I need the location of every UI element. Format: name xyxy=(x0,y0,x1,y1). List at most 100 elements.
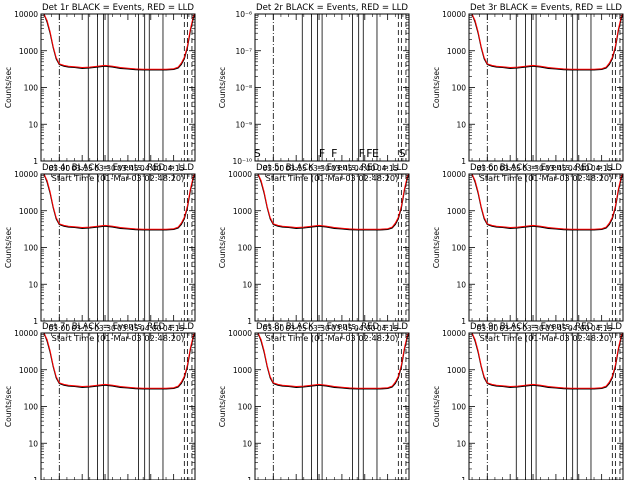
y-tick-label: 1 xyxy=(461,157,466,166)
plot-frame xyxy=(254,332,410,481)
annotation-lines xyxy=(58,333,193,480)
x-tick-label: 03:45 xyxy=(545,324,567,333)
x-axis-label: Start Time (01-Mar-03 02:48:20) xyxy=(266,333,399,343)
series-line-lld xyxy=(255,332,410,389)
y-axis: 1 10 100 1000 10000 xyxy=(14,170,195,326)
x-tick-label: 04:15 xyxy=(591,164,613,173)
x-tick-label: 03:00 xyxy=(476,164,498,173)
marker-letter: F xyxy=(366,147,372,160)
y-tick-label: 10⁻⁶ xyxy=(235,10,252,19)
chart-title: Det 7r BLACK = Events, RED = LLD xyxy=(42,322,194,332)
x-tick-label: 03:00 xyxy=(476,324,498,333)
y-tick-label: 10 xyxy=(242,439,252,448)
plot-frame xyxy=(254,173,410,322)
series-line-lld xyxy=(469,173,624,230)
y-tick-label: 10000 xyxy=(228,329,252,338)
y-tick-label: 100 xyxy=(24,403,39,412)
chart-title: Det 2r BLACK = Events, RED = LLD xyxy=(256,3,408,13)
annotation-lines xyxy=(272,333,407,480)
chart-panel-6: Det 6r BLACK = Events, RED = LLD 1 10 100 10… xyxy=(432,163,624,343)
y-tick-label: 100 xyxy=(452,244,467,253)
y-tick-label: 1000 xyxy=(233,366,252,375)
x-tick-label: 03:15 xyxy=(499,164,521,173)
y-tick-label: 10⁻¹⁰ xyxy=(232,157,252,166)
x-tick-label: 03:15 xyxy=(71,324,93,333)
y-tick-label: 10 xyxy=(242,280,252,289)
y-tick-label: 100 xyxy=(24,244,39,253)
x-tick-label: 03:15 xyxy=(499,324,521,333)
x-tick-label: 04:15 xyxy=(591,324,613,333)
chart-panel-4: Det 4r BLACK = Events, RED = LLD 1 10 100 10… xyxy=(4,163,196,343)
series-line-lld xyxy=(255,173,410,230)
y-tick-label: 1000 xyxy=(447,207,466,216)
annotation-lines xyxy=(272,14,407,161)
x-tick-label: 03:15 xyxy=(71,164,93,173)
x-tick-label: 03:15 xyxy=(285,164,307,173)
y-axis-label: Counts/sec xyxy=(432,227,441,268)
y-tick-label: 10000 xyxy=(14,329,38,338)
y-axis-label: Counts/sec xyxy=(218,386,227,427)
y-tick-label: 10000 xyxy=(442,329,466,338)
y-tick-label: 1 xyxy=(33,317,38,326)
chart-panel-3: Det 3r BLACK = Events, RED = LLD 1 10 100 10… xyxy=(432,3,624,183)
y-tick-label: 10000 xyxy=(442,170,466,179)
y-tick-label: 1 xyxy=(247,317,252,326)
x-tick-label: 04:15 xyxy=(163,324,185,333)
series-line-events xyxy=(41,13,196,71)
x-tick-label: 03:15 xyxy=(285,324,307,333)
y-axis-label: Counts/sec xyxy=(4,227,13,268)
y-tick-label: 1000 xyxy=(19,366,38,375)
y-tick-label: 100 xyxy=(238,244,253,253)
y-tick-label: 1000 xyxy=(19,47,38,56)
chart-panel-1: Det 1r BLACK = Events, RED = LLD 1 10 100 10… xyxy=(4,3,196,183)
x-tick-label: 03:45 xyxy=(545,164,567,173)
marker-letter: S xyxy=(399,147,406,160)
x-axis-label: Start Time (01-Mar-03 02:48:20) xyxy=(480,333,613,343)
y-tick-label: 1 xyxy=(461,317,466,326)
x-tick-label: 04:00 xyxy=(568,164,590,173)
x-tick-label: 04:15 xyxy=(163,164,185,173)
marker-letter: F xyxy=(331,147,337,160)
series-line-lld xyxy=(469,13,624,70)
y-tick-label: 100 xyxy=(452,84,467,93)
series-line-lld xyxy=(41,13,196,70)
x-tick-label: 04:00 xyxy=(140,164,162,173)
y-axis-label: Counts/sec xyxy=(432,386,441,427)
x-tick-label: 04:15 xyxy=(377,164,399,173)
x-tick-label: 04:00 xyxy=(568,324,590,333)
y-axis-label: Counts/sec xyxy=(218,67,227,108)
y-tick-label: 1 xyxy=(461,476,466,480)
y-tick-label: 10000 xyxy=(442,10,466,19)
x-tick-label: 03:45 xyxy=(117,324,139,333)
plot-frame xyxy=(468,13,624,162)
x-tick-label: 03:00 xyxy=(262,164,284,173)
x-tick-label: 03:30 xyxy=(94,164,116,173)
y-tick-label: 10000 xyxy=(228,170,252,179)
chart-panel-5: Det 5r BLACK = Events, RED = LLD 1 10 100 10… xyxy=(218,163,410,343)
x-tick-label: 03:30 xyxy=(522,324,544,333)
y-tick-label: 10 xyxy=(28,439,38,448)
chart-panel-8: Det 8r BLACK = Events, RED = LLD 1 10 100 10… xyxy=(218,322,410,484)
plot-frame xyxy=(40,332,196,481)
series-line-lld xyxy=(41,173,196,230)
y-axis: 1 10 100 1000 10000 xyxy=(14,329,195,484)
x-axis-label: Start Time (01-Mar-03 02:48:20) xyxy=(52,333,185,343)
y-tick-label: 1 xyxy=(33,157,38,166)
chart-title: Det 8r BLACK = Events, RED = LLD xyxy=(256,322,408,332)
y-tick-label: 1000 xyxy=(447,366,466,375)
y-tick-label: 10 xyxy=(456,439,466,448)
y-tick-label: 1000 xyxy=(233,207,252,216)
chart-panel-9: Det 9r BLACK = Events, RED = LLD 1 10 100 10… xyxy=(432,322,624,484)
y-tick-label: 10⁻⁸ xyxy=(235,84,252,93)
annotation-lines xyxy=(58,174,193,321)
x-tick-label: 03:30 xyxy=(308,324,330,333)
annotation-lines xyxy=(58,14,193,161)
marker-letter: S xyxy=(254,147,261,160)
x-axis-label: Start Time (01-Mar-03 02:48:20) xyxy=(480,173,613,183)
